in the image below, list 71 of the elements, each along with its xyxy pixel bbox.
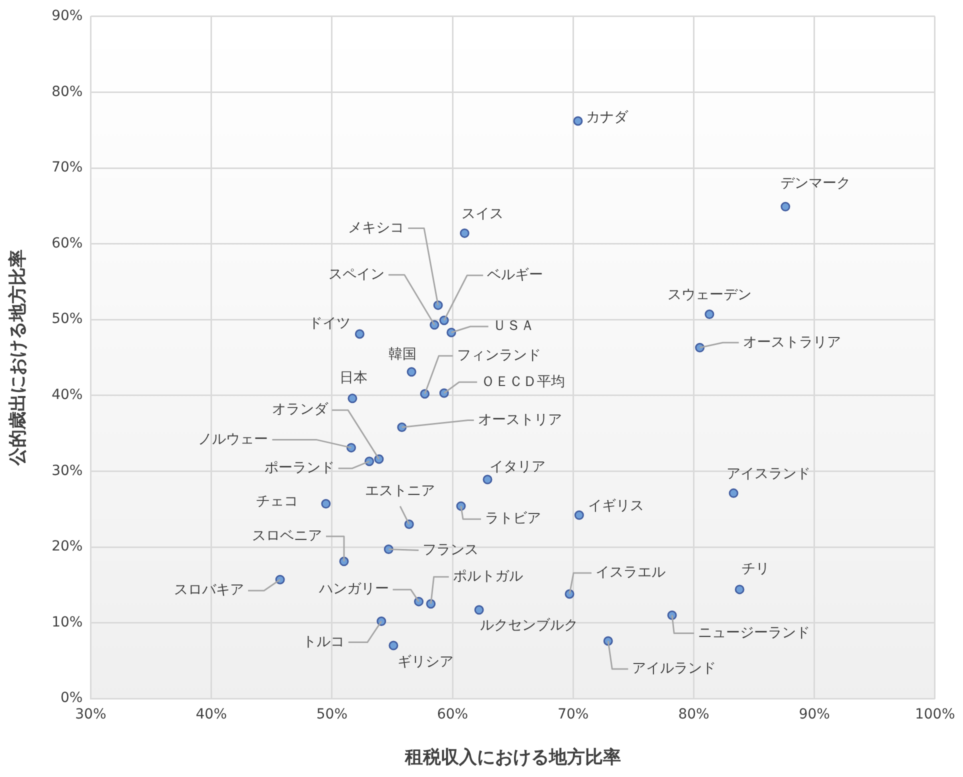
- y-tick-label: 70%: [52, 160, 83, 176]
- annotation: フランス: [422, 542, 479, 558]
- annotation: ベルギー: [487, 267, 544, 283]
- x-tick-label: 60%: [436, 706, 468, 723]
- annotation: オーストラリア: [742, 334, 841, 350]
- point: [406, 367, 416, 377]
- point: [734, 584, 744, 594]
- annotation: ＵＳＡ: [492, 318, 534, 334]
- point: [388, 640, 398, 650]
- point: [704, 310, 714, 320]
- point: [780, 202, 790, 212]
- annotation: トルコ: [302, 634, 344, 650]
- annotation: スロベニア: [252, 528, 322, 544]
- annotation: チェコ: [256, 493, 298, 510]
- annotation: アイルランド: [632, 660, 716, 677]
- annotation: ポーランド: [264, 460, 334, 476]
- y-tick-label: 90%: [52, 8, 83, 24]
- x-tick-label: 50%: [316, 706, 348, 723]
- annotation: スペイン: [328, 266, 384, 283]
- annotation: 韓国: [388, 346, 417, 363]
- annotation: イスラエル: [596, 564, 666, 581]
- y-tick-label: 50%: [52, 311, 83, 328]
- x-tick-label: 100%: [914, 706, 956, 723]
- y-tick-label: 40%: [52, 387, 83, 404]
- annotation: オランダ: [272, 402, 329, 418]
- y-tick-label: 60%: [52, 235, 83, 252]
- annotation: ポルトガル: [452, 568, 523, 584]
- x-tick-label: 30%: [75, 706, 106, 723]
- annotation: ドイツ: [308, 316, 351, 332]
- x-tick-label: 80%: [678, 706, 710, 723]
- annotation: デンマーク: [780, 175, 850, 192]
- annotation: スウェーデン: [667, 286, 752, 303]
- annotation: メキシコ: [348, 220, 404, 236]
- y-axis-title: 公的歳出における地方比率: [7, 250, 28, 466]
- x-tick-label: 40%: [196, 706, 227, 723]
- point: [460, 228, 470, 238]
- x-axis-title: 租税収入における地方比率: [404, 746, 621, 768]
- x-tick-label: 90%: [798, 706, 830, 723]
- annotation: ノルウェー: [198, 431, 268, 448]
- annotation: エストニア: [365, 482, 436, 499]
- annotation: チリ: [742, 561, 770, 578]
- point: [728, 488, 738, 498]
- point: [474, 605, 484, 615]
- annotation: スイス: [462, 206, 504, 222]
- annotation: カナダ: [586, 110, 629, 126]
- y-tick-label: 80%: [52, 84, 83, 100]
- annotation: イタリア: [490, 459, 546, 476]
- point: [348, 394, 358, 404]
- x-tick-label: 70%: [558, 706, 589, 723]
- point: [404, 520, 414, 530]
- point: [321, 499, 331, 509]
- annotation: オーストリア: [478, 412, 562, 428]
- y-tick-label: 20%: [52, 538, 83, 555]
- annotation: アイスランド: [726, 466, 811, 482]
- annotation: ニュージーランド: [698, 624, 810, 641]
- annotation: イギリス: [588, 498, 644, 514]
- point: [482, 474, 492, 484]
- annotation: ギリシア: [397, 654, 454, 670]
- annotation: ラトビア: [484, 510, 541, 527]
- annotation: ルクセンブルク: [480, 618, 578, 634]
- y-tick-label: 30%: [52, 462, 83, 479]
- annotation: 日本: [339, 370, 368, 386]
- annotation: スロバキア: [174, 582, 244, 598]
- annotation: ハンガリー: [318, 581, 389, 598]
- point: [354, 329, 364, 339]
- y-tick-label: 0%: [60, 690, 83, 706]
- y-tick-label: 10%: [52, 614, 83, 630]
- annotation: ＯＥＣＤ平均: [481, 374, 566, 390]
- point: [574, 510, 584, 520]
- point: [573, 116, 583, 126]
- annotation: フィンランド: [456, 348, 541, 364]
